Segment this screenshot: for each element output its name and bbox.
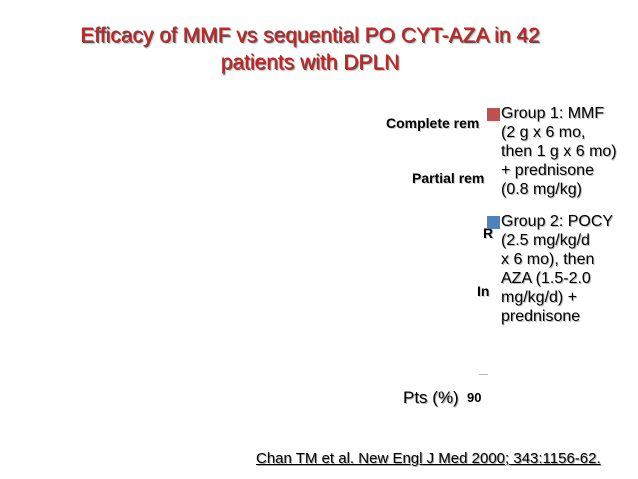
category-label-r: R xyxy=(483,225,494,241)
legend-item-group-2: Group 2: POCY (2.5 mg/kg/d x 6 mo), then… xyxy=(487,212,637,326)
category-label-complete: Complete rem xyxy=(386,115,480,131)
slide-title: Efficacy of MMF vs sequential PO CYT-AZA… xyxy=(0,22,620,76)
citation-link[interactable]: Chan TM et al. New Engl J Med 2000; 343:… xyxy=(256,450,601,467)
x-axis-title: Pts (%) xyxy=(403,388,459,407)
x-axis-tick-90: 90 xyxy=(467,390,482,405)
slide-title-line-1: Efficacy of MMF vs sequential PO CYT-AZA… xyxy=(80,24,540,47)
legend-label-group-2: Group 2: POCY (2.5 mg/kg/d x 6 mo), then… xyxy=(501,213,614,325)
chart-legend: Group 1: MMF (2 g x 6 mo, then 1 g x 6 m… xyxy=(487,104,637,326)
category-label-in: In xyxy=(477,283,490,299)
legend-label-group-1: Group 1: MMF (2 g x 6 mo, then 1 g x 6 m… xyxy=(501,105,617,198)
axis-tick-mark xyxy=(479,374,488,375)
legend-item-group-1: Group 1: MMF (2 g x 6 mo, then 1 g x 6 m… xyxy=(487,104,637,199)
legend-swatch-group-2 xyxy=(487,216,500,229)
category-label-partial: Partial rem xyxy=(412,170,485,186)
slide-title-line-2: patients with DPLN xyxy=(220,51,400,74)
legend-swatch-group-1 xyxy=(487,108,500,121)
